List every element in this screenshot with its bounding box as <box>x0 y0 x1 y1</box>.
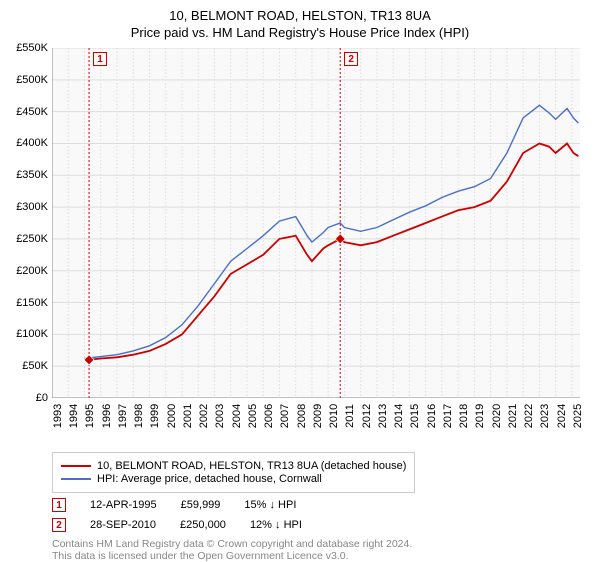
y-tick-label: £400K <box>16 137 48 149</box>
y-tick-label: £200K <box>16 265 48 277</box>
attribution: Contains HM Land Registry data © Crown c… <box>52 538 412 562</box>
x-tick-label: 1999 <box>149 404 161 428</box>
attribution-line-1: Contains HM Land Registry data © Crown c… <box>52 538 412 550</box>
y-tick-label: £450K <box>16 106 48 118</box>
sale-date-2: 28-SEP-2010 <box>90 519 156 531</box>
x-tick-label: 2010 <box>328 404 340 428</box>
x-tick-label: 2015 <box>409 404 421 428</box>
legend-label-property: 10, BELMONT ROAD, HELSTON, TR13 8UA (det… <box>97 460 406 472</box>
legend-label-hpi: HPI: Average price, detached house, Corn… <box>97 473 322 485</box>
sale-record-2: 2 28-SEP-2010 £250,000 12% ↓ HPI <box>52 518 302 532</box>
chart-subtitle: Price paid vs. HM Land Registry's House … <box>0 23 600 40</box>
x-tick-label: 2008 <box>296 404 308 428</box>
x-tick-label: 2021 <box>507 404 519 428</box>
y-tick-label: £350K <box>16 169 48 181</box>
sale-price-2: £250,000 <box>180 519 226 531</box>
y-tick-label: £300K <box>16 201 48 213</box>
sale-price-1: £59,999 <box>181 499 221 511</box>
y-tick-label: £500K <box>16 74 48 86</box>
x-tick-label: 2011 <box>344 404 356 428</box>
sale-marker-1: 1 <box>52 498 66 512</box>
x-tick-label: 1993 <box>52 404 64 428</box>
x-tick-label: 1995 <box>84 404 96 428</box>
x-tick-label: 1998 <box>133 404 145 428</box>
x-tick-label: 2022 <box>523 404 535 428</box>
legend: 10, BELMONT ROAD, HELSTON, TR13 8UA (det… <box>52 452 415 493</box>
x-tick-label: 2001 <box>182 404 194 428</box>
sale-callout-1: 1 <box>93 52 107 66</box>
x-tick-label: 1997 <box>117 404 129 428</box>
x-tick-label: 2016 <box>426 404 438 428</box>
x-tick-label: 2003 <box>214 404 226 428</box>
x-tick-label: 1996 <box>101 404 113 428</box>
y-tick-label: £50K <box>22 360 48 372</box>
x-tick-label: 2025 <box>572 404 584 428</box>
x-tick-label: 2020 <box>491 404 503 428</box>
x-tick-label: 2004 <box>231 404 243 428</box>
x-tick-label: 2012 <box>361 404 373 428</box>
sale-diff-2: 12% ↓ HPI <box>250 519 302 531</box>
x-tick-label: 2018 <box>458 404 470 428</box>
attribution-line-2: This data is licensed under the Open Gov… <box>52 550 412 562</box>
price-chart <box>52 48 580 398</box>
legend-item-hpi: HPI: Average price, detached house, Corn… <box>61 473 406 485</box>
x-tick-label: 2019 <box>474 404 486 428</box>
x-tick-label: 2007 <box>279 404 291 428</box>
sale-date-1: 12-APR-1995 <box>90 499 157 511</box>
x-tick-label: 2009 <box>312 404 324 428</box>
y-tick-label: £100K <box>16 328 48 340</box>
legend-item-property: 10, BELMONT ROAD, HELSTON, TR13 8UA (det… <box>61 460 406 472</box>
x-tick-label: 2006 <box>263 404 275 428</box>
x-tick-label: 2002 <box>198 404 210 428</box>
x-tick-label: 1994 <box>68 404 80 428</box>
x-tick-label: 2014 <box>393 404 405 428</box>
sale-marker-2: 2 <box>52 518 66 532</box>
legend-swatch-hpi <box>61 478 91 480</box>
sale-record-1: 1 12-APR-1995 £59,999 15% ↓ HPI <box>52 498 296 512</box>
y-tick-label: £550K <box>16 42 48 54</box>
y-tick-label: £150K <box>16 297 48 309</box>
x-tick-label: 2017 <box>442 404 454 428</box>
x-tick-label: 2023 <box>539 404 551 428</box>
x-tick-label: 2024 <box>556 404 568 428</box>
chart-title: 10, BELMONT ROAD, HELSTON, TR13 8UA <box>0 0 600 23</box>
legend-swatch-property <box>61 465 91 467</box>
sale-diff-1: 15% ↓ HPI <box>244 499 296 511</box>
y-tick-label: £250K <box>16 233 48 245</box>
x-tick-label: 2013 <box>377 404 389 428</box>
x-tick-label: 2000 <box>166 404 178 428</box>
x-tick-label: 2005 <box>247 404 259 428</box>
sale-callout-2: 2 <box>344 52 358 66</box>
y-tick-label: £0 <box>36 392 48 404</box>
